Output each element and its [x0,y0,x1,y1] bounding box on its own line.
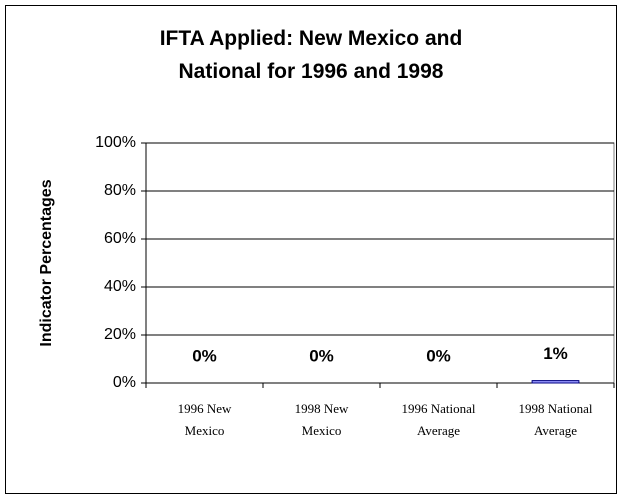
x-tick-label: 1998 New Mexico [294,401,349,438]
y-tick-label: 60% [104,230,136,247]
y-tick-label: 100% [95,134,136,151]
x-tick-label: 1998 National Average [518,401,593,438]
data-label: 0% [426,346,451,365]
data-label: 0% [192,346,217,365]
y-tick-label: 80% [104,182,136,199]
x-tick-label: 1996 National Average [401,401,476,438]
x-tick-label: 1996 New Mexico [177,401,232,438]
y-tick-label: 20% [104,326,136,343]
data-label: 0% [309,346,334,365]
chart-border [5,5,617,494]
y-axis-label: Indicator Percentages [38,179,55,346]
y-tick-label: 40% [104,278,136,295]
y-tick-label: 0% [113,374,136,391]
bar [531,380,580,384]
data-label: 1% [543,344,568,363]
chart-title: IFTA Applied: New Mexico and National fo… [159,27,463,83]
